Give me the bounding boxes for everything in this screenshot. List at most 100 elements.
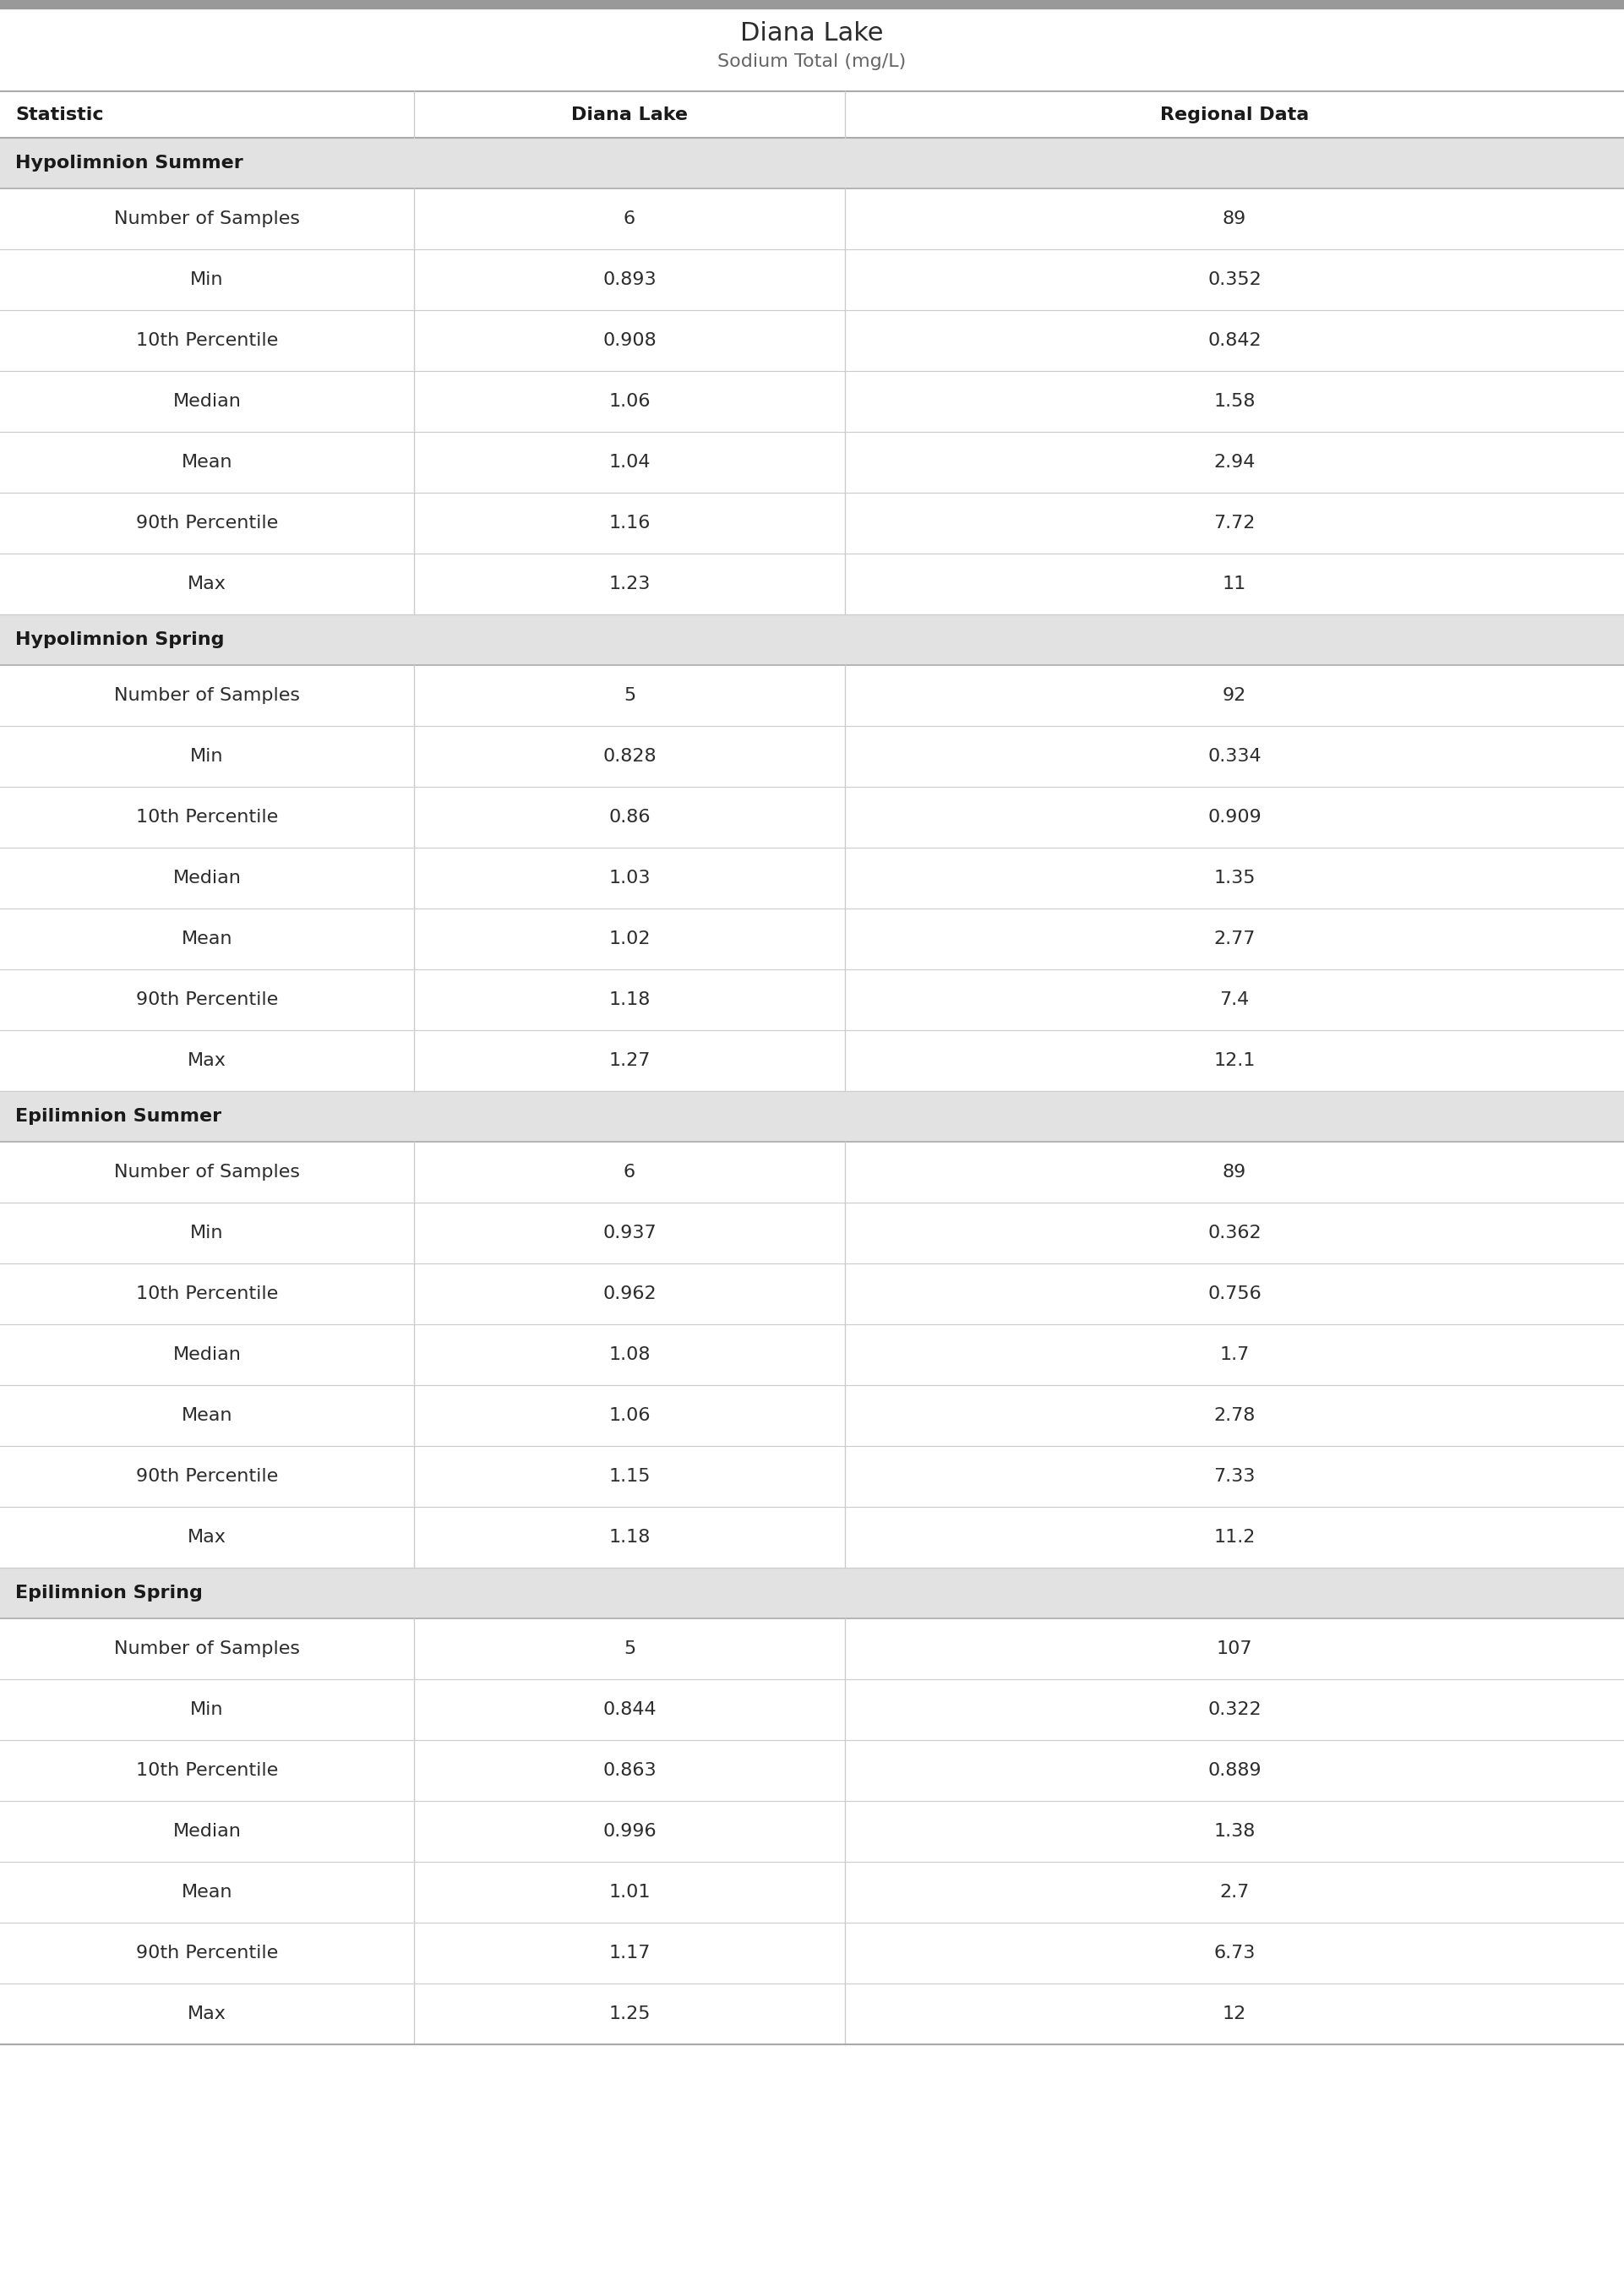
Text: 89: 89 bbox=[1223, 211, 1246, 227]
Text: 0.889: 0.889 bbox=[1208, 1762, 1262, 1780]
Bar bbox=[0, 1446, 1624, 1507]
Text: Max: Max bbox=[188, 1528, 226, 1546]
Text: 0.352: 0.352 bbox=[1208, 272, 1262, 288]
Text: 90th Percentile: 90th Percentile bbox=[136, 992, 278, 1008]
Text: 2.77: 2.77 bbox=[1213, 931, 1255, 947]
Bar bbox=[0, 311, 1624, 370]
Bar bbox=[0, 1385, 1624, 1446]
Text: Diana Lake: Diana Lake bbox=[741, 20, 883, 45]
Text: 6.73: 6.73 bbox=[1213, 1945, 1255, 1961]
Text: 1.25: 1.25 bbox=[609, 2004, 650, 2023]
Text: Statistic: Statistic bbox=[15, 107, 104, 123]
Bar bbox=[0, 1031, 1624, 1092]
Text: 1.18: 1.18 bbox=[609, 1528, 650, 1546]
Text: 7.33: 7.33 bbox=[1213, 1469, 1255, 1485]
Text: 1.27: 1.27 bbox=[609, 1053, 650, 1069]
Text: Mean: Mean bbox=[182, 931, 232, 947]
Text: 1.16: 1.16 bbox=[609, 515, 650, 531]
Bar bbox=[0, 1800, 1624, 1861]
Text: Epilimnion Spring: Epilimnion Spring bbox=[15, 1584, 203, 1603]
Text: Number of Samples: Number of Samples bbox=[114, 1165, 300, 1180]
Bar bbox=[0, 788, 1624, 847]
Text: 0.86: 0.86 bbox=[609, 808, 650, 826]
Text: Mean: Mean bbox=[182, 1884, 232, 1900]
Text: 1.06: 1.06 bbox=[609, 1407, 650, 1423]
Text: Max: Max bbox=[188, 2004, 226, 2023]
Text: 1.15: 1.15 bbox=[609, 1469, 650, 1485]
Bar bbox=[0, 969, 1624, 1031]
Bar bbox=[0, 908, 1624, 969]
Bar bbox=[0, 1569, 1624, 1619]
Text: 2.78: 2.78 bbox=[1213, 1407, 1255, 1423]
Text: 92: 92 bbox=[1223, 688, 1246, 704]
Bar bbox=[0, 1923, 1624, 1984]
Text: 0.362: 0.362 bbox=[1208, 1224, 1262, 1242]
Bar bbox=[0, 1264, 1624, 1323]
Text: 0.322: 0.322 bbox=[1208, 1700, 1262, 1718]
Bar bbox=[0, 188, 1624, 250]
Bar bbox=[0, 431, 1624, 493]
Text: 11: 11 bbox=[1223, 577, 1246, 592]
Text: 1.35: 1.35 bbox=[1213, 869, 1255, 888]
Text: Median: Median bbox=[172, 869, 242, 888]
Text: 10th Percentile: 10th Percentile bbox=[136, 808, 278, 826]
Text: Median: Median bbox=[172, 1346, 242, 1364]
Text: 1.17: 1.17 bbox=[609, 1945, 650, 1961]
Text: 2.7: 2.7 bbox=[1220, 1884, 1249, 1900]
Text: 1.7: 1.7 bbox=[1220, 1346, 1249, 1364]
Text: 12.1: 12.1 bbox=[1213, 1053, 1255, 1069]
Text: 90th Percentile: 90th Percentile bbox=[136, 515, 278, 531]
Text: Min: Min bbox=[190, 1224, 224, 1242]
Text: Mean: Mean bbox=[182, 454, 232, 470]
Text: 0.937: 0.937 bbox=[603, 1224, 656, 1242]
Text: 1.01: 1.01 bbox=[609, 1884, 650, 1900]
Text: Regional Data: Regional Data bbox=[1160, 107, 1309, 123]
Text: 0.908: 0.908 bbox=[603, 331, 656, 350]
Text: 1.38: 1.38 bbox=[1213, 1823, 1255, 1839]
Text: 0.893: 0.893 bbox=[603, 272, 656, 288]
Bar bbox=[0, 665, 1624, 726]
Text: 90th Percentile: 90th Percentile bbox=[136, 1945, 278, 1961]
Bar bbox=[0, 370, 1624, 431]
Bar bbox=[0, 493, 1624, 554]
Bar bbox=[0, 615, 1624, 665]
Bar bbox=[0, 1680, 1624, 1741]
Text: 1.03: 1.03 bbox=[609, 869, 650, 888]
Text: 0.962: 0.962 bbox=[603, 1285, 656, 1303]
Text: Sodium Total (mg/L): Sodium Total (mg/L) bbox=[718, 52, 906, 70]
Text: 5: 5 bbox=[624, 688, 635, 704]
Text: 6: 6 bbox=[624, 1165, 635, 1180]
Text: Number of Samples: Number of Samples bbox=[114, 1641, 300, 1657]
Bar bbox=[0, 1142, 1624, 1203]
Text: 0.842: 0.842 bbox=[1208, 331, 1262, 350]
Bar bbox=[0, 726, 1624, 788]
Text: 6: 6 bbox=[624, 211, 635, 227]
Bar bbox=[0, 847, 1624, 908]
Text: 90th Percentile: 90th Percentile bbox=[136, 1469, 278, 1485]
Text: 0.863: 0.863 bbox=[603, 1762, 656, 1780]
Text: Max: Max bbox=[188, 577, 226, 592]
Text: 7.4: 7.4 bbox=[1220, 992, 1249, 1008]
Text: 107: 107 bbox=[1216, 1641, 1252, 1657]
Text: 0.844: 0.844 bbox=[603, 1700, 656, 1718]
Bar bbox=[0, 1203, 1624, 1264]
Bar bbox=[0, 1984, 1624, 2045]
Text: 7.72: 7.72 bbox=[1213, 515, 1255, 531]
Text: 1.02: 1.02 bbox=[609, 931, 650, 947]
Text: Max: Max bbox=[188, 1053, 226, 1069]
Text: 0.996: 0.996 bbox=[603, 1823, 656, 1839]
Text: 0.334: 0.334 bbox=[1208, 747, 1262, 765]
Bar bbox=[0, 138, 1624, 188]
Bar bbox=[0, 1619, 1624, 1680]
Bar bbox=[0, 250, 1624, 311]
Text: 2.94: 2.94 bbox=[1213, 454, 1255, 470]
Bar bbox=[0, 1507, 1624, 1569]
Text: 0.828: 0.828 bbox=[603, 747, 656, 765]
Text: Number of Samples: Number of Samples bbox=[114, 688, 300, 704]
Bar bbox=[0, 554, 1624, 615]
Text: Epilimnion Summer: Epilimnion Summer bbox=[15, 1108, 221, 1126]
Text: Hypolimnion Summer: Hypolimnion Summer bbox=[15, 154, 244, 173]
Text: 12: 12 bbox=[1223, 2004, 1246, 2023]
Text: Median: Median bbox=[172, 393, 242, 411]
Text: 1.23: 1.23 bbox=[609, 577, 650, 592]
